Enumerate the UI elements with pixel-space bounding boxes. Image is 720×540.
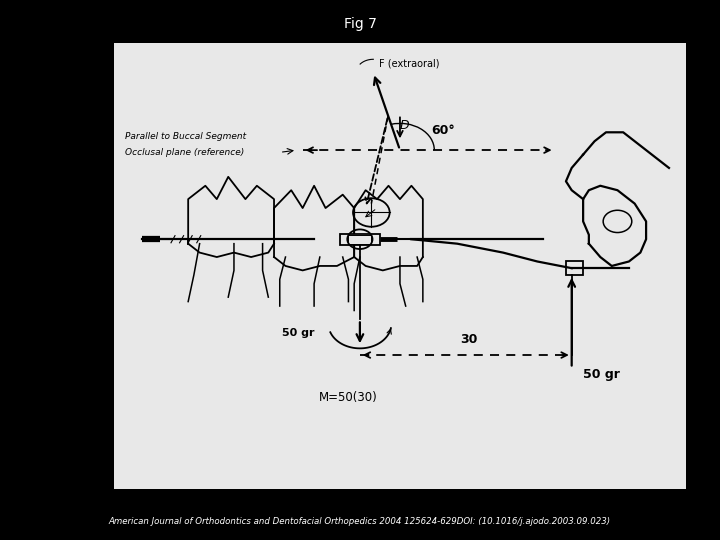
Text: Parallel to Buccal Segment: Parallel to Buccal Segment: [125, 132, 246, 141]
Text: American Journal of Orthodontics and Dentofacial Orthopedics 2004 125624-629DOI:: American Journal of Orthodontics and Den…: [109, 517, 611, 526]
Text: M=50(30): M=50(30): [319, 391, 378, 404]
Text: Fig 7: Fig 7: [343, 17, 377, 31]
Text: 30: 30: [460, 333, 477, 346]
Text: 50 gr: 50 gr: [282, 328, 314, 338]
Text: 50 gr: 50 gr: [583, 368, 620, 381]
Text: D: D: [400, 119, 409, 132]
Text: F (extraoral): F (extraoral): [379, 58, 439, 68]
Bar: [566, 261, 583, 275]
Text: Occlusal plane (reference): Occlusal plane (reference): [125, 148, 245, 157]
Bar: [114, 43, 686, 489]
Text: 60°: 60°: [431, 124, 455, 137]
Bar: [348, 235, 372, 244]
Bar: [340, 234, 380, 245]
